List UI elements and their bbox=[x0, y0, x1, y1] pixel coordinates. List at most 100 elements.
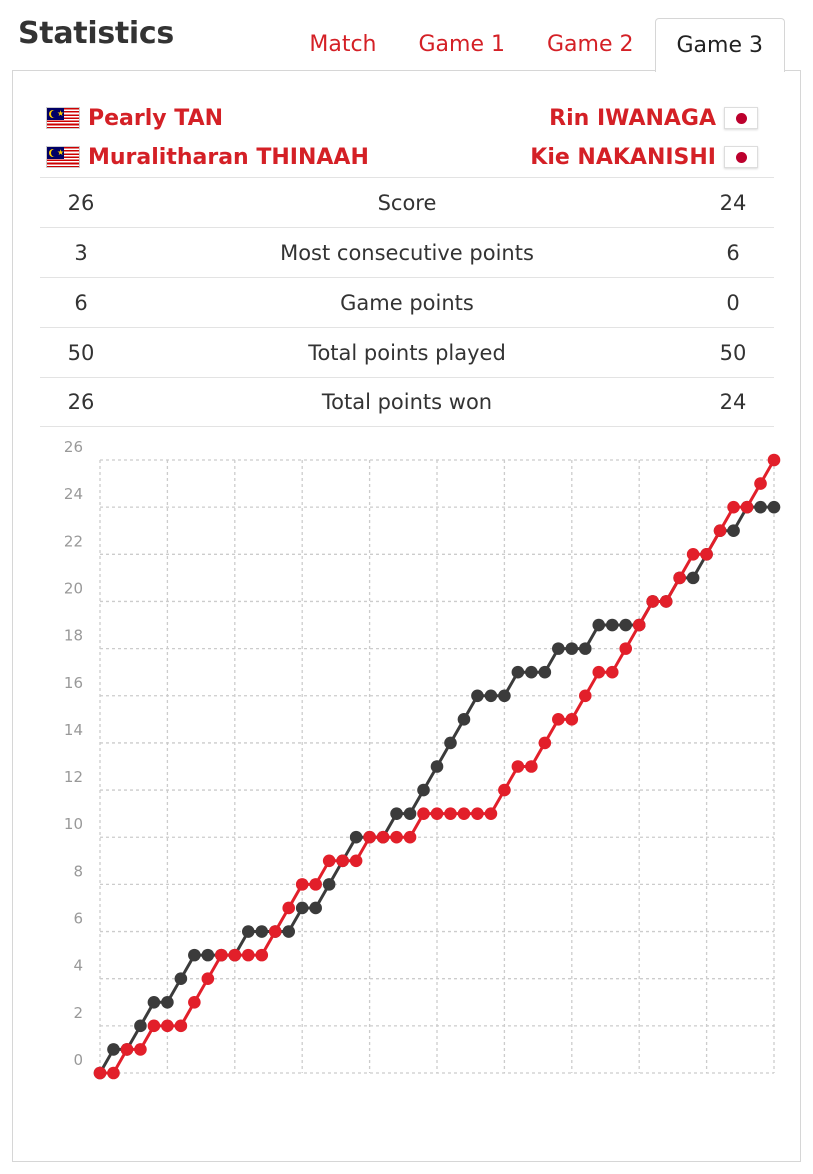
right-pair-point bbox=[484, 689, 498, 703]
y-tick-label: 8 bbox=[73, 862, 83, 880]
right-pair-point bbox=[686, 571, 700, 585]
left-pair-point bbox=[349, 854, 363, 868]
left-pair-point bbox=[686, 548, 700, 561]
left-pair-point bbox=[188, 995, 201, 1009]
stat-label: Total points won bbox=[321, 390, 493, 414]
players-header: ★ Pearly TAN Rin IWANAGA ★ Muralitharan … bbox=[46, 101, 758, 181]
y-tick-label: 12 bbox=[64, 768, 83, 786]
game-tabs: Match Game 1 Game 2 Game 3 bbox=[288, 18, 785, 72]
stats-table: 26 Score 24 3 Most consecutive points 6 … bbox=[40, 177, 774, 427]
right-pair-point bbox=[134, 1019, 147, 1033]
stat-left-value: 50 bbox=[67, 340, 95, 365]
right-pair-point bbox=[255, 925, 269, 938]
left-pair-point bbox=[322, 854, 336, 868]
page-title: Statistics bbox=[18, 16, 174, 51]
right-pair-point bbox=[430, 760, 444, 773]
right-pair-point bbox=[241, 925, 255, 938]
left-pair-point bbox=[646, 595, 659, 608]
left-pair-point bbox=[134, 1043, 147, 1056]
y-tick-label: 22 bbox=[64, 532, 83, 550]
stat-label: Score bbox=[377, 190, 437, 215]
y-tick-label: 26 bbox=[64, 438, 83, 456]
stat-right-value: 24 bbox=[719, 390, 747, 414]
stat-row-game-points: 6 Game points 0 bbox=[40, 277, 774, 327]
stat-label: Most consecutive points bbox=[280, 240, 534, 265]
left-pair-point bbox=[107, 1066, 120, 1080]
right-pair-point bbox=[457, 713, 471, 726]
right-pair-point bbox=[754, 500, 767, 514]
right-player-2: Kie NAKANISHI bbox=[530, 145, 758, 170]
tab-match[interactable]: Match bbox=[309, 32, 377, 57]
tab-game-2[interactable]: Game 2 bbox=[547, 32, 634, 57]
left-pair-point bbox=[659, 595, 673, 608]
right-pair-point bbox=[498, 689, 511, 703]
stat-row-points-played: 50 Total points played 50 bbox=[40, 327, 774, 377]
y-tick-label: 14 bbox=[64, 721, 83, 739]
left-pair-point bbox=[444, 807, 457, 820]
left-pair-point bbox=[578, 689, 592, 703]
y-tick-label: 18 bbox=[64, 627, 83, 645]
right-pair-point bbox=[619, 618, 633, 632]
left-player-1-name[interactable]: Pearly TAN bbox=[88, 105, 224, 131]
japan-flag-icon bbox=[724, 146, 758, 168]
left-pair-point bbox=[376, 830, 390, 844]
left-pair-point bbox=[511, 760, 525, 773]
left-pair-point bbox=[632, 618, 646, 632]
players-row-1: ★ Pearly TAN Rin IWANAGA bbox=[46, 101, 758, 135]
statistics-panel: ★ Pearly TAN Rin IWANAGA ★ Muralitharan … bbox=[12, 70, 801, 1162]
left-pair-point bbox=[268, 925, 282, 938]
right-pair-point bbox=[605, 618, 619, 632]
stat-left-value: 6 bbox=[74, 290, 88, 315]
left-pair-point bbox=[565, 713, 579, 726]
left-pair-point bbox=[484, 807, 498, 820]
stat-row-consecutive: 3 Most consecutive points 6 bbox=[40, 227, 774, 277]
right-pair-point bbox=[552, 642, 565, 655]
stat-label: Game points bbox=[340, 290, 474, 315]
left-pair-point bbox=[673, 571, 686, 585]
right-pair-point bbox=[403, 807, 417, 820]
y-tick-label: 4 bbox=[73, 957, 83, 975]
left-pair-point bbox=[605, 665, 619, 679]
stat-right-value: 0 bbox=[726, 290, 740, 315]
right-pair-point bbox=[174, 972, 188, 985]
left-player-2-name[interactable]: Muralitharan THINAAH bbox=[88, 144, 369, 170]
tab-game-3[interactable]: Game 3 bbox=[654, 18, 785, 72]
left-player-1: ★ Pearly TAN bbox=[46, 106, 223, 131]
right-pair-point bbox=[147, 995, 161, 1009]
right-pair-point bbox=[161, 995, 174, 1009]
y-tick-label: 16 bbox=[64, 674, 83, 692]
left-pair-point bbox=[417, 807, 430, 820]
left-pair-point bbox=[552, 713, 565, 726]
y-tick-label: 0 bbox=[73, 1051, 83, 1069]
right-pair-point bbox=[107, 1043, 120, 1056]
left-pair-point bbox=[147, 1019, 161, 1033]
right-pair-point bbox=[349, 830, 363, 844]
right-pair-point bbox=[295, 901, 309, 915]
right-pair-point bbox=[188, 948, 201, 962]
left-pair-point bbox=[700, 548, 713, 561]
right-pair-point bbox=[322, 878, 336, 891]
left-pair-point bbox=[767, 453, 781, 467]
right-player-2-name[interactable]: Kie NAKANISHI bbox=[530, 144, 716, 170]
stat-left-value: 26 bbox=[67, 390, 95, 414]
y-tick-label: 2 bbox=[73, 1004, 83, 1022]
left-pair-point bbox=[538, 736, 552, 750]
y-tick-label: 10 bbox=[64, 815, 83, 833]
left-pair-point bbox=[390, 830, 403, 844]
left-pair-point bbox=[120, 1043, 134, 1056]
left-pair-point bbox=[228, 948, 242, 962]
left-pair-point bbox=[727, 500, 740, 514]
left-pair-point bbox=[282, 901, 296, 915]
left-pair-point bbox=[403, 830, 417, 844]
tab-game-1[interactable]: Game 1 bbox=[418, 32, 506, 57]
right-pair-point bbox=[525, 665, 538, 679]
left-pair-point bbox=[295, 878, 309, 891]
right-pair-point bbox=[444, 736, 457, 750]
right-pair-point bbox=[538, 665, 552, 679]
stat-right-value: 50 bbox=[719, 340, 747, 365]
right-pair-point bbox=[309, 901, 322, 915]
right-player-1-name[interactable]: Rin IWANAGA bbox=[549, 105, 716, 131]
left-pair-point bbox=[255, 948, 269, 962]
left-pair-point bbox=[471, 807, 484, 820]
